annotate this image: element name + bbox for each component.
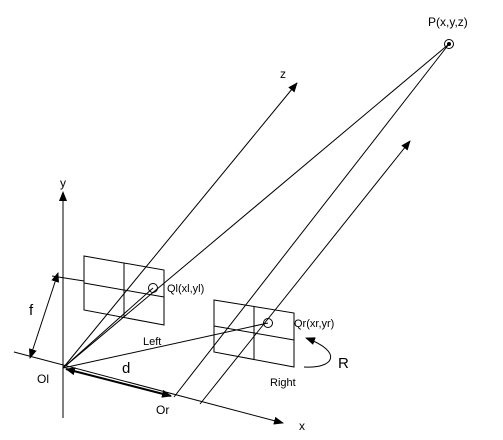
- x-axis-label: x: [299, 419, 305, 433]
- origin-left-label: Ol: [37, 372, 49, 386]
- focal-length-guide: [51, 275, 85, 282]
- baseline-label: d: [122, 360, 130, 377]
- z-axis-label: z: [280, 67, 286, 81]
- ray-or-p: [173, 43, 450, 398]
- baseline-arrow: [65, 367, 172, 398]
- right-image-label: Right: [270, 377, 296, 389]
- rotation-label: R: [338, 355, 349, 372]
- left-image-plane: [83, 255, 165, 326]
- left-image-label: Left: [143, 336, 161, 348]
- point-qr-label: Qr(xr,yr): [294, 318, 334, 330]
- y-axis-label: y: [60, 176, 66, 190]
- rotation-arrow: [303, 337, 331, 368]
- z-axis-right: [199, 140, 411, 405]
- point-qr-marker: [263, 318, 273, 328]
- point-p-marker: [444, 39, 454, 49]
- point-ql-marker: [148, 283, 158, 293]
- point-p-label: P(x,y,z): [428, 15, 468, 29]
- ray-ol-p: [62, 43, 450, 369]
- z-axis-left: [62, 82, 298, 369]
- point-ql-label: Ql(xl,yl): [167, 283, 204, 295]
- right-image-plane: [213, 299, 295, 368]
- origin-right-label: Or: [156, 403, 169, 417]
- ray-ol-qr: [62, 322, 269, 369]
- focal-length-label: f: [29, 302, 34, 319]
- ray-ol-ql: [62, 287, 154, 369]
- focal-length-arrow: [29, 272, 59, 359]
- x-axis: [13, 351, 284, 425]
